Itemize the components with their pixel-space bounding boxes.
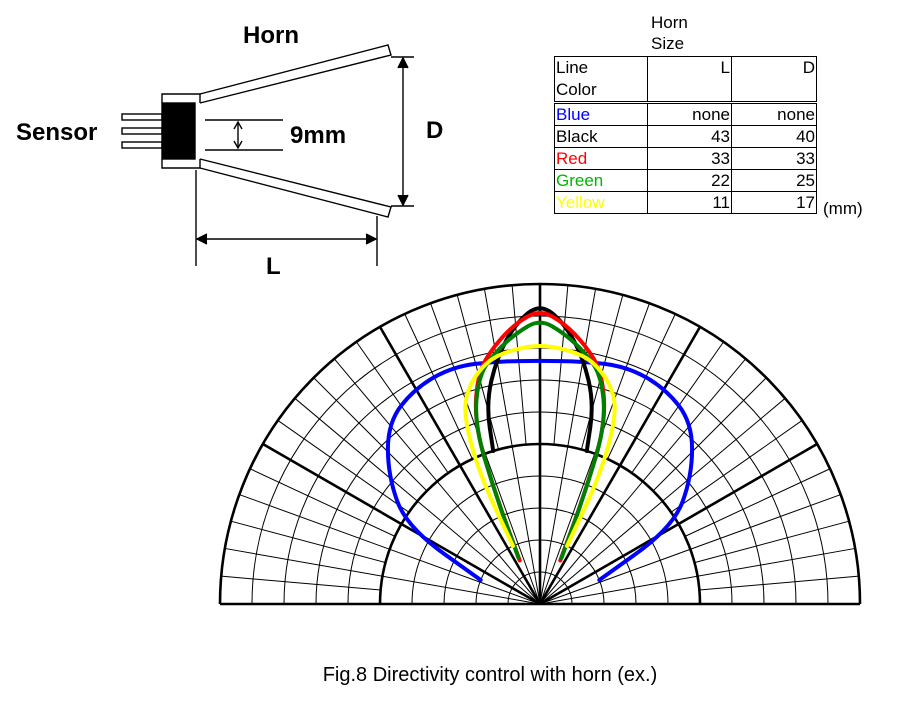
horn-lower-wall [199, 158, 392, 218]
table-row: Black 43 40 [554, 125, 817, 148]
series-line-yellow [463, 343, 617, 548]
table-row: Green 22 25 [554, 169, 817, 192]
color-name-cell: Green [554, 169, 648, 192]
grid-radial [356, 341, 449, 474]
series-line-green [474, 320, 606, 560]
horn-label: Horn [243, 22, 299, 49]
table-header: Horn Size [651, 12, 688, 54]
grid-radial [277, 420, 410, 513]
grid-radial [221, 575, 381, 591]
color-name-cell: Yellow [554, 191, 648, 214]
table-row: Yellow 11 17 [554, 191, 817, 214]
grid-radial [404, 313, 473, 460]
grid-radial [539, 397, 786, 605]
dimension-l-label: L [266, 253, 281, 280]
line-color-header-line1: Line [556, 58, 589, 77]
unit-label: (mm) [823, 199, 863, 218]
l-value-cell: 11 [647, 191, 732, 214]
grid-radial [553, 285, 569, 445]
grid-radial [224, 547, 541, 605]
polar-series-group [385, 306, 695, 583]
grid-radial [631, 341, 724, 474]
sensor-label: Sensor [16, 119, 98, 146]
grid-radial [313, 377, 428, 492]
polar-grid [218, 282, 862, 606]
l-column-header: L [647, 56, 732, 103]
grid-radial [539, 288, 597, 605]
grid-radial [652, 377, 767, 492]
d-value-cell: 17 [731, 191, 817, 214]
grid-radial [699, 575, 859, 591]
l-value-cell: 33 [647, 147, 732, 170]
dimension-9mm-label: 9mm [290, 122, 347, 149]
grid-radial [249, 468, 396, 537]
dimension-d-label: D [426, 117, 444, 144]
grid-radial [538, 326, 702, 605]
horn-size-table: Line Color L D Blue none none Black 43 4… [554, 56, 817, 214]
grid-radial [694, 520, 850, 564]
line-color-header-line2: Color [556, 80, 597, 99]
table-header-top: Horn [651, 13, 688, 32]
grid-radial [262, 442, 541, 606]
series-line-black [486, 306, 594, 453]
color-name-cell: Black [554, 125, 648, 148]
table-header-bottom: Size [651, 34, 685, 53]
grid-radial [539, 358, 747, 605]
grid-radial [333, 358, 541, 605]
grid-radial [670, 420, 803, 513]
grid-radial [539, 547, 856, 605]
horn-upper-wall [199, 44, 392, 104]
grid-radial [607, 313, 676, 460]
grid-radial [483, 288, 541, 605]
grid-radial [378, 326, 542, 605]
grid-radial [294, 397, 541, 605]
figure-caption: Fig.8 Directivity control with horn (ex.… [322, 664, 658, 686]
grid-radial [539, 494, 841, 605]
series-line-blue [385, 358, 695, 583]
horn-sensor-diagram [121, 44, 414, 266]
table-row: Blue none none [554, 101, 817, 126]
grid-radial [239, 494, 541, 605]
grid-radial [684, 468, 831, 537]
d-value-cell: none [731, 101, 817, 126]
grid-radial [539, 442, 818, 606]
l-value-cell: none [647, 101, 732, 126]
horn-collar [161, 93, 201, 169]
sensor-body [161, 102, 196, 160]
d-column-header: D [731, 56, 817, 103]
grid-radial [230, 520, 386, 564]
grid-radial [511, 285, 527, 445]
